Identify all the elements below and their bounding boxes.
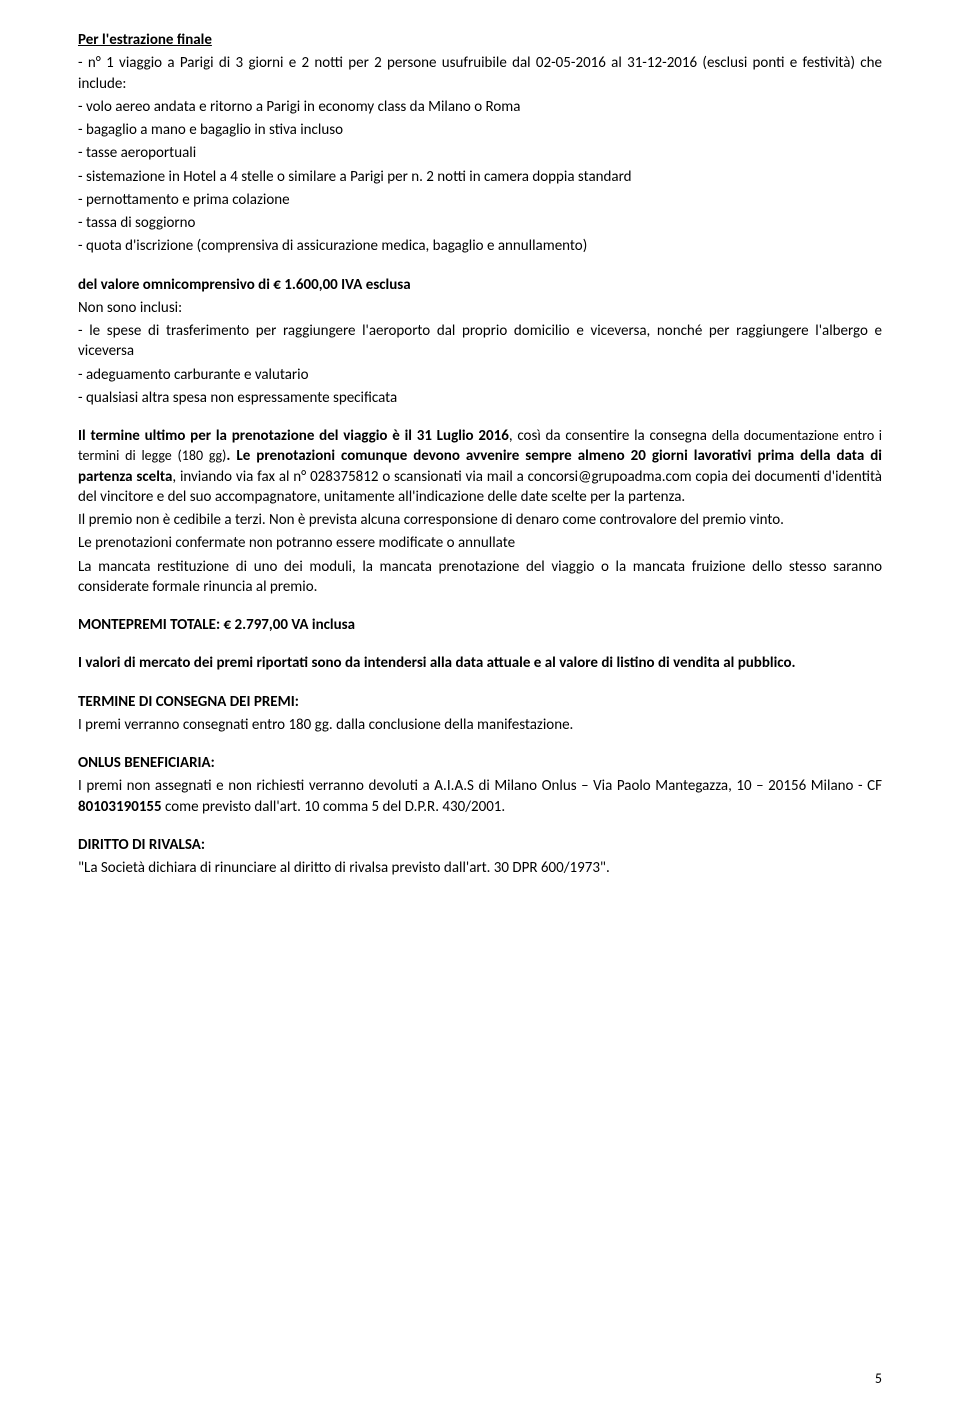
term-deadline-bold: Il termine ultimo per la prenotazione de…	[78, 427, 509, 445]
list-item: - le spese di trasferimento per raggiung…	[78, 321, 882, 362]
list-item: - tassa di soggiorno	[78, 213, 882, 233]
document-page: Per l'estrazione finale - n° 1 viaggio a…	[0, 0, 960, 1419]
montepremi-title: MONTEPREMI TOTALE: € 2.797,00 VA inclusa	[78, 616, 355, 634]
non-inclusi-label: Non sono inclusi:	[78, 298, 882, 318]
paragraph: Il premio non è cedibile a terzi. Non è …	[78, 510, 882, 530]
delivery-title: TERMINE DI CONSEGNA DEI PREMI:	[78, 693, 299, 711]
onlus-cf: 80103190155	[78, 798, 162, 816]
section-onlus: ONLUS BENEFICIARIA: I premi non assegnat…	[78, 753, 882, 817]
paragraph: Il termine ultimo per la prenotazione de…	[78, 426, 882, 507]
market-values-text: I valori di mercato dei premi riportati …	[78, 654, 796, 672]
onlus-post: come previsto dall'art. 10 comma 5 del D…	[162, 798, 506, 816]
paragraph: Le prenotazioni confermate non potranno …	[78, 533, 882, 553]
onlus-pre: I premi non assegnati e non richiesti ve…	[78, 777, 882, 795]
list-item: - tasse aeroportuali	[78, 143, 882, 163]
onlus-title: ONLUS BENEFICIARIA:	[78, 754, 215, 772]
section-terms: Il termine ultimo per la prenotazione de…	[78, 426, 882, 597]
list-item: - pernottamento e prima colazione	[78, 190, 882, 210]
section-market-values: I valori di mercato dei premi riportati …	[78, 653, 882, 673]
page-number: 5	[875, 1370, 882, 1389]
list-item: - bagaglio a mano e bagaglio in stiva in…	[78, 120, 882, 140]
term-mid: , così da consentire la consegna	[509, 427, 712, 445]
list-item: - quota d'iscrizione (comprensiva di ass…	[78, 236, 882, 256]
rivalsa-title: DIRITTO DI RIVALSA:	[78, 836, 205, 854]
term-tail: , inviando via fax al n° 028375812 o sca…	[78, 468, 882, 506]
rivalsa-text: "La Società dichiara di rinunciare al di…	[78, 858, 882, 878]
price-line: del valore omnicomprensivo di € 1.600,00…	[78, 276, 411, 294]
list-item: - adeguamento carburante e valutario	[78, 365, 882, 385]
paragraph: La mancata restituzione di uno dei modul…	[78, 557, 882, 598]
section-montepremi: MONTEPREMI TOTALE: € 2.797,00 VA inclusa	[78, 615, 882, 635]
section-title: Per l'estrazione finale	[78, 31, 212, 49]
section-extraction-final: Per l'estrazione finale - n° 1 viaggio a…	[78, 30, 882, 257]
list-item: - qualsiasi altra spesa non espressament…	[78, 388, 882, 408]
section-value: del valore omnicomprensivo di € 1.600,00…	[78, 275, 882, 409]
list-item: - n° 1 viaggio a Parigi di 3 giorni e 2 …	[78, 53, 882, 94]
list-item: - volo aereo andata e ritorno a Parigi i…	[78, 97, 882, 117]
section-rivalsa: DIRITTO DI RIVALSA: "La Società dichiara…	[78, 835, 882, 879]
section-delivery: TERMINE DI CONSEGNA DEI PREMI: I premi v…	[78, 692, 882, 736]
list-item: - sistemazione in Hotel a 4 stelle o sim…	[78, 167, 882, 187]
onlus-text: I premi non assegnati e non richiesti ve…	[78, 776, 882, 817]
delivery-text: I premi verranno consegnati entro 180 gg…	[78, 715, 882, 735]
